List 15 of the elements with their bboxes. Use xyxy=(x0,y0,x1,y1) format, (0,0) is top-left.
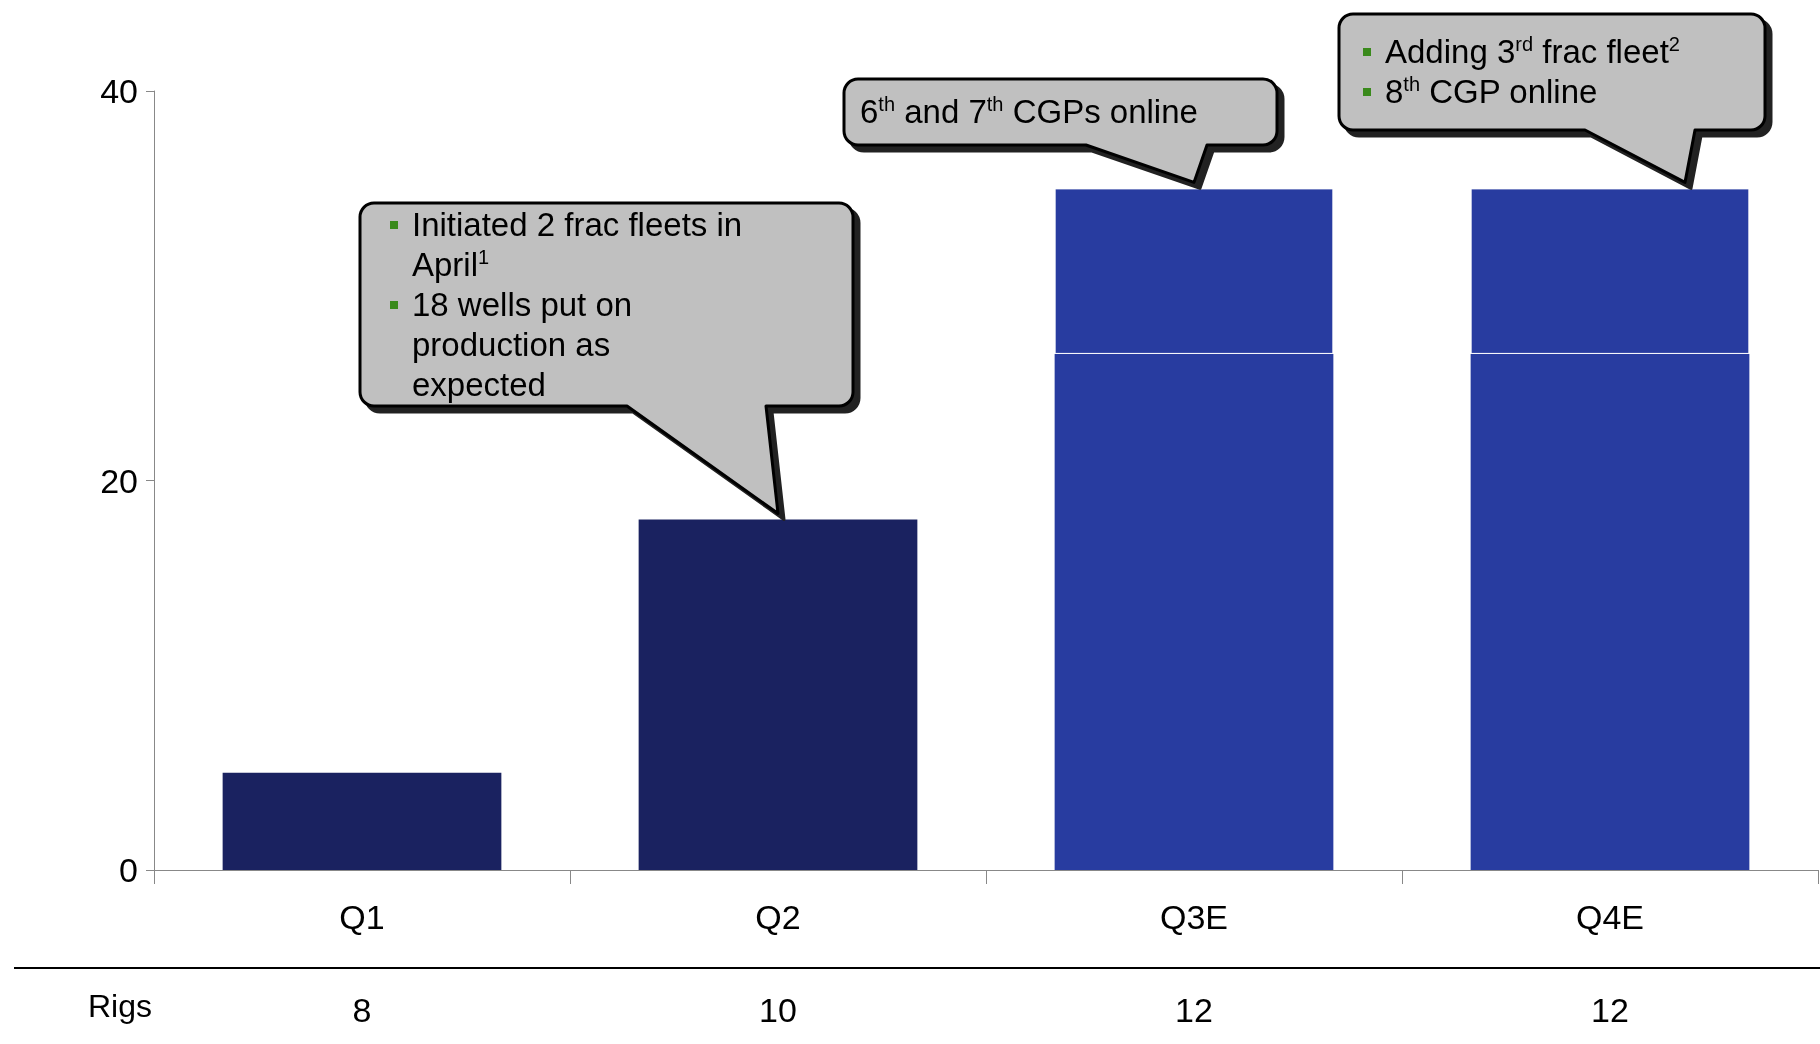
text: 8 xyxy=(352,991,372,1029)
text: 12 xyxy=(1591,991,1629,1029)
x-tick-label: Q1 xyxy=(339,898,385,936)
bar xyxy=(222,772,502,870)
y-tick-label: 40 xyxy=(100,72,138,110)
x-tick-label: Q4E xyxy=(1575,898,1645,936)
text: Rigs xyxy=(88,988,153,1024)
annotation: Initiated 2 frac fleets in April$^{1}$ 18 wells put on production as expected xyxy=(412,205,744,405)
y-tick-label: 20 xyxy=(100,461,138,500)
y-tick-label: 0 xyxy=(119,851,138,889)
x-tick-label: Q2 xyxy=(755,898,801,936)
text: 12 xyxy=(1175,991,1213,1029)
x-tick-label: Q3E xyxy=(1159,898,1229,936)
annotation: 6$^{th}$ and 7$^{th}$ CGPs online xyxy=(860,92,1198,132)
text: 10 xyxy=(759,991,797,1029)
